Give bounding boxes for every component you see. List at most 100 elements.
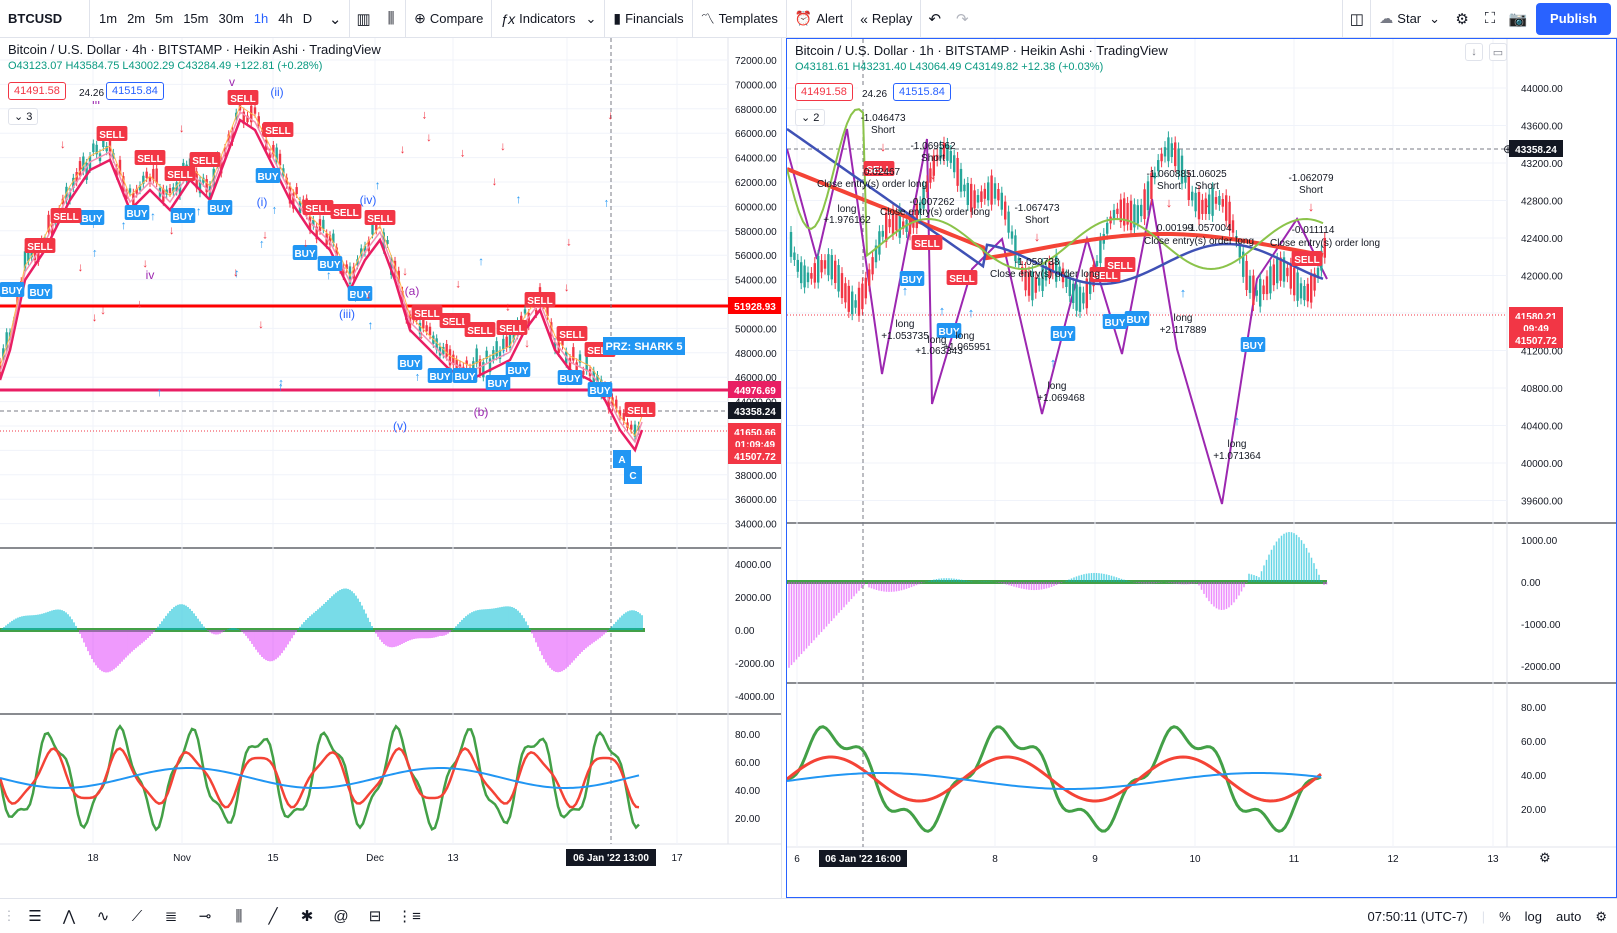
- candle-body: [847, 285, 850, 312]
- bar-chart-icon[interactable]: ▥: [349, 0, 377, 38]
- rsi-tick-label: 80.00: [1521, 703, 1546, 714]
- interval-4h[interactable]: 4h: [278, 11, 293, 26]
- chart-pane-left[interactable]: 72000.00 70000.00 68000.00 66000.00 64000.00…: [0, 38, 782, 898]
- clock-readout: 07:50:11 (UTC-7): [1367, 909, 1468, 924]
- undo-icon[interactable]: ↶: [920, 0, 948, 38]
- financials-button[interactable]: ▮ Financials: [604, 0, 691, 38]
- auto-toggle[interactable]: auto: [1556, 909, 1582, 924]
- rsi-tick-label: 40.00: [1521, 771, 1546, 782]
- bar-chart-icon: ▮: [613, 10, 622, 26]
- maximize-icon[interactable]: ▭: [1489, 43, 1507, 61]
- compare-label: Compare: [429, 11, 484, 26]
- interval-5m[interactable]: 5m: [155, 11, 174, 26]
- sell-signal-label: SELL: [1294, 255, 1320, 266]
- position-icon[interactable]: ⊟: [368, 908, 382, 925]
- wave-label: (i): [257, 195, 268, 209]
- osc-tick-label: 4000.00: [735, 560, 772, 571]
- drag-handle-icon[interactable]: ⋮: [2, 908, 16, 923]
- indicator-count-toggle[interactable]: ⌄ 2: [795, 109, 826, 126]
- cloud-icon: ☁: [1379, 10, 1394, 26]
- fib-icon[interactable]: ≣: [164, 908, 178, 925]
- chart-left-canvas[interactable]: 72000.00 70000.00 68000.00 66000.00 64000.00…: [0, 38, 782, 898]
- candle-body: [1211, 188, 1214, 216]
- elliott-wave-icon[interactable]: ∿: [96, 908, 110, 925]
- candle-body: [1038, 278, 1041, 286]
- sell-arrow-icon: ↓: [400, 142, 406, 156]
- candlestick-icon[interactable]: ⫼: [387, 10, 395, 27]
- chevron-down-icon[interactable]: ⌄: [328, 10, 342, 28]
- interval-30m[interactable]: 30m: [218, 11, 244, 26]
- symbol-search-button[interactable]: BTCUSD: [0, 0, 90, 38]
- candle-body: [1099, 238, 1102, 264]
- crosshair-price-tag-bg: [1509, 140, 1563, 157]
- indicators-button[interactable]: ƒx Indicators ⌄: [491, 0, 604, 38]
- indicator-count-toggle[interactable]: ⌄ 3: [8, 108, 39, 125]
- collapse-icon[interactable]: ↓: [1465, 43, 1483, 61]
- price-tick-label: 43200.00: [1521, 159, 1563, 170]
- interval-1m[interactable]: 1m: [99, 11, 118, 26]
- strategy-note-label: Close entry(s) order long: [990, 269, 1100, 280]
- candle-body: [622, 413, 625, 421]
- candle-body: [295, 187, 298, 195]
- sell-price-pill[interactable]: 41491.58: [8, 82, 66, 100]
- wave-label: (b): [474, 405, 489, 419]
- candle-body: [1123, 198, 1126, 226]
- candle-body: [1082, 292, 1085, 304]
- candle-body: [1170, 143, 1173, 158]
- time-tick-label: 10: [1189, 854, 1201, 865]
- redo-icon[interactable]: ↷: [956, 10, 969, 28]
- compare-button[interactable]: ⊕ Compare: [405, 0, 491, 38]
- pattern-abcd-icon[interactable]: ⋀: [62, 908, 76, 925]
- buy-arrow-icon: ↑: [367, 318, 373, 332]
- alert-button[interactable]: ⏰ Alert: [785, 0, 851, 38]
- range-icon[interactable]: ⋮≡: [397, 908, 421, 925]
- chart-pane-right[interactable]: 44000.00 43600.00 43200.00 42800.00 42400.00…: [786, 38, 1617, 898]
- menu-lines-icon[interactable]: ☰: [28, 908, 42, 925]
- interval-15m[interactable]: 15m: [183, 11, 209, 26]
- interval-1h[interactable]: 1h: [253, 11, 269, 26]
- sell-price-pill[interactable]: 41491.58: [795, 83, 853, 101]
- spiral-icon[interactable]: @: [333, 907, 349, 925]
- candle-body: [363, 245, 367, 253]
- log-toggle[interactable]: log: [1524, 909, 1543, 924]
- sell-signal-label-bg: [330, 204, 362, 219]
- candle-body: [993, 183, 997, 199]
- buy-price-pill[interactable]: 41515.84: [106, 82, 164, 100]
- candle-body: [898, 209, 901, 238]
- horizontal-line-icon[interactable]: ⊸: [198, 908, 212, 925]
- candle-body: [1238, 245, 1241, 258]
- templates-button[interactable]: 〽 Templates: [691, 0, 786, 38]
- sell-signal-label: SELL: [265, 126, 291, 137]
- strategy-note-label: +1.069468: [1037, 393, 1085, 404]
- chart-right-canvas[interactable]: 44000.00 43600.00 43200.00 42800.00 42400.00…: [787, 39, 1616, 897]
- oscillator-line: [787, 755, 1322, 803]
- replay-label: Replay: [871, 11, 913, 26]
- star-button[interactable]: ☁ Star ⌄: [1370, 0, 1448, 38]
- indicators-label: Indicators: [519, 11, 576, 26]
- network-icon[interactable]: ✱: [300, 908, 314, 925]
- settings-gear-icon[interactable]: ⚙: [1539, 850, 1551, 865]
- candle-body: [936, 154, 939, 161]
- candle-body: [172, 187, 175, 192]
- settings-gear-icon[interactable]: ⚙: [1595, 908, 1607, 924]
- fullscreen-icon[interactable]: ⛶: [1484, 10, 1496, 27]
- buy-signal-label: BUY: [209, 204, 230, 215]
- percent-toggle[interactable]: %: [1499, 909, 1511, 924]
- interval-D[interactable]: D: [302, 11, 313, 26]
- candle-body: [983, 188, 986, 199]
- sell-signal-label: SELL: [333, 208, 359, 219]
- publish-button[interactable]: Publish: [1536, 2, 1611, 35]
- candle-body: [1245, 260, 1248, 291]
- candle-body: [5, 332, 8, 349]
- trend-line-icon[interactable]: ⟋: [131, 907, 143, 925]
- settings-gear-icon[interactable]: ⚙: [1455, 10, 1469, 28]
- buy-price-pill[interactable]: 41515.84: [893, 83, 951, 101]
- candles-icon[interactable]: ⫼: [235, 907, 243, 925]
- ray-icon[interactable]: ╱: [268, 908, 278, 925]
- replay-button[interactable]: «Replay: [851, 0, 920, 38]
- layout-icon[interactable]: ◫: [1342, 0, 1370, 38]
- camera-icon[interactable]: 📷: [1508, 10, 1528, 28]
- candle-body: [495, 341, 498, 357]
- rsi-tick-label: 60.00: [735, 758, 760, 769]
- interval-2m[interactable]: 2m: [127, 11, 146, 26]
